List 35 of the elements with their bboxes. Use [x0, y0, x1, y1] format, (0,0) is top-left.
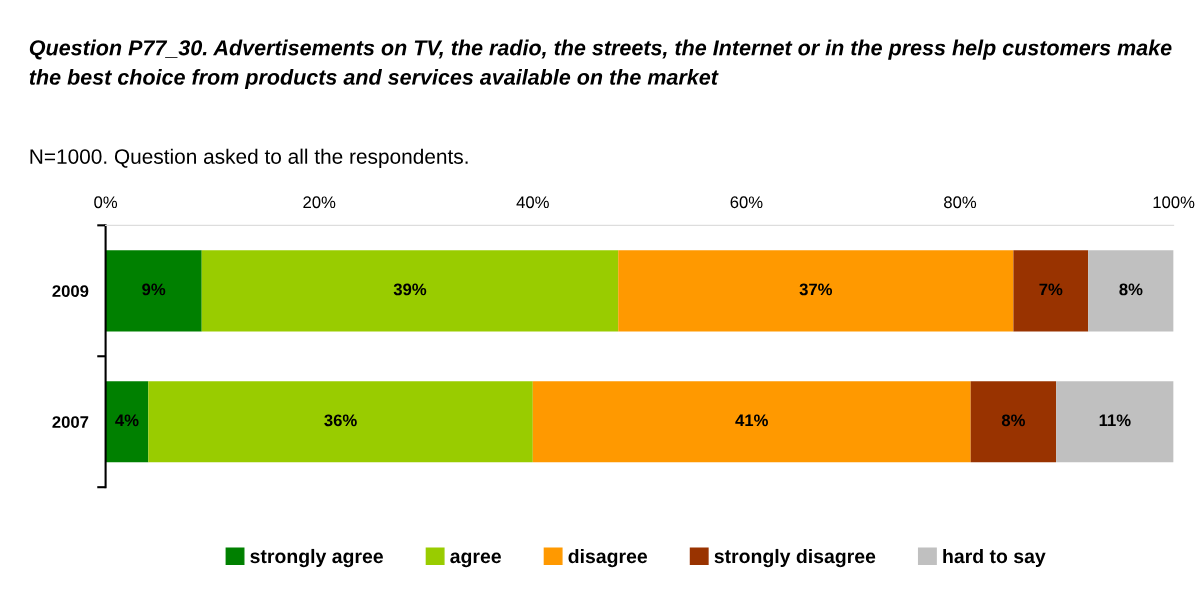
data-label: 41% — [735, 414, 768, 427]
bar — [532, 381, 971, 463]
legend-label: agree — [450, 552, 501, 568]
data-label: 4% — [115, 414, 139, 427]
legend-label: disagree — [568, 548, 648, 568]
data-label: 7% — [1039, 283, 1063, 296]
legend-label: strongly disagree — [714, 548, 876, 568]
data-label: 37% — [799, 283, 833, 296]
chart-title: Question P77_30. Advertisements on TV, the radio, the streets, the Internet or in the press help customers make the best choice from products and services available on the market — [29, 39, 1172, 90]
data-label: 39% — [393, 283, 427, 296]
data-label: 8% — [1001, 414, 1026, 427]
bar — [618, 250, 1014, 332]
x-tick-label: 20% — [303, 196, 336, 209]
bar — [105, 250, 202, 332]
x-tick-label: 40% — [516, 196, 549, 209]
data-label: 11% — [1099, 414, 1131, 427]
y-tick-label: 2009 — [52, 285, 89, 297]
bar — [105, 381, 149, 463]
x-tick-label: 80% — [944, 196, 977, 209]
legend-label: hard to say — [943, 548, 1046, 568]
legend-label: strongly agree — [250, 548, 383, 568]
data-label: 9% — [142, 283, 166, 296]
x-tick-label: 0% — [94, 196, 118, 209]
x-tick-label: 60% — [730, 196, 763, 209]
y-tick-label: 2007 — [52, 416, 89, 428]
chart-subtitle: N=1000. Question asked to all the respondents. — [30, 148, 468, 169]
data-label: 36% — [324, 414, 357, 427]
bar — [1056, 381, 1174, 463]
bar — [1088, 250, 1174, 332]
data-label: 8% — [1119, 283, 1143, 296]
bar — [970, 381, 1057, 463]
x-tick-label: 100% — [1153, 196, 1195, 209]
bar — [201, 250, 619, 332]
bar — [1013, 250, 1089, 332]
bar — [148, 381, 533, 463]
